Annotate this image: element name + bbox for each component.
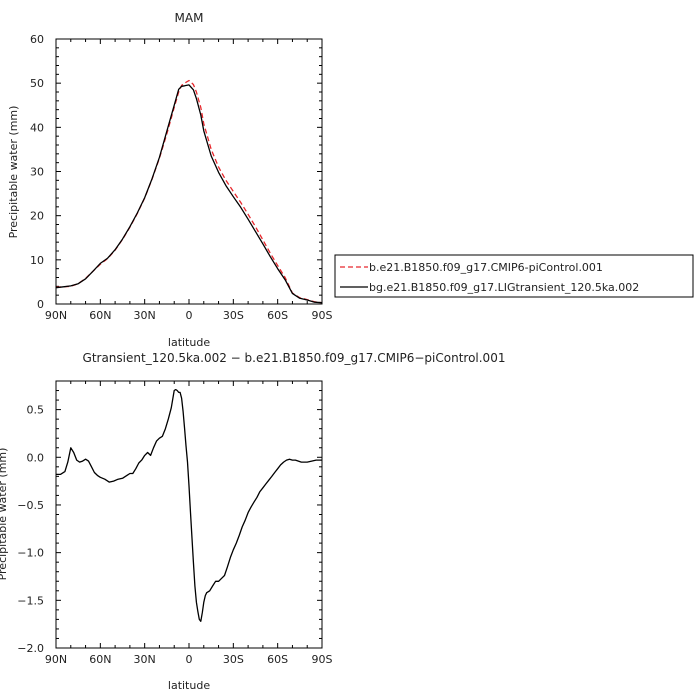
bottom-chart: Gtransient_120.5ka.002 − b.e21.B1850.f09… bbox=[0, 351, 505, 692]
bottom-y-tick-label: 0.0 bbox=[27, 451, 45, 464]
top-x-tick-label: 90N bbox=[45, 309, 67, 322]
bottom-x-tick-label: 30N bbox=[134, 653, 156, 666]
bottom-y-tick-label: −1.0 bbox=[17, 547, 44, 560]
top-x-tick-label: 30N bbox=[134, 309, 156, 322]
bottom-y-tick-label: −0.5 bbox=[17, 499, 44, 512]
bottom-x-tick-label: 30S bbox=[223, 653, 244, 666]
bottom-chart-frame bbox=[55, 380, 323, 649]
bottom-x-tick-label: 60N bbox=[89, 653, 111, 666]
bottom-y-tick-label: 0.5 bbox=[27, 404, 45, 417]
top-y-tick-label: 30 bbox=[30, 166, 44, 179]
top-x-tick-label: 90S bbox=[312, 309, 333, 322]
bottom-chart-ylabel: Precipitable water (mm) bbox=[0, 448, 9, 581]
top-y-tick-label: 40 bbox=[30, 121, 44, 134]
top-y-tick-label: 10 bbox=[30, 254, 44, 267]
top-y-tick-label: 60 bbox=[30, 33, 44, 46]
bottom-x-tick-label: 0 bbox=[186, 653, 193, 666]
top-chart: MAM Precipitable water (mm) latitude 90N… bbox=[7, 11, 333, 349]
top-x-tick-label: 0 bbox=[186, 309, 193, 322]
top-y-tick-label: 20 bbox=[30, 210, 44, 223]
top-chart-xlabel: latitude bbox=[168, 336, 210, 349]
bottom-series-line-0 bbox=[56, 388, 322, 622]
top-series-line-1 bbox=[55, 84, 323, 304]
bottom-y-tick-label: −2.0 bbox=[17, 642, 44, 655]
bottom-x-tick-label: 90N bbox=[45, 653, 67, 666]
legend-label-control: b.e21.B1850.f09_g17.CMIP6-piControl.001 bbox=[369, 261, 603, 274]
top-x-tick-label: 30S bbox=[223, 309, 244, 322]
top-y-tick-label: 0 bbox=[37, 298, 44, 311]
top-chart-title: MAM bbox=[175, 11, 204, 25]
top-chart-ylabel: Precipitable water (mm) bbox=[7, 106, 20, 239]
top-chart-frame bbox=[55, 38, 323, 305]
bottom-chart-xlabel: latitude bbox=[168, 679, 210, 692]
top-x-tick-label: 60N bbox=[89, 309, 111, 322]
bottom-x-tick-label: 90S bbox=[312, 653, 333, 666]
bottom-y-tick-label: −1.5 bbox=[17, 594, 44, 607]
legend: b.e21.B1850.f09_g17.CMIP6-piControl.001 … bbox=[334, 254, 694, 298]
legend-box bbox=[334, 254, 694, 298]
legend-label-lig: bg.e21.B1850.f09_g17.LIGtransient_120.5k… bbox=[369, 281, 639, 294]
top-y-tick-label: 50 bbox=[30, 77, 44, 90]
bottom-x-tick-label: 60S bbox=[267, 653, 288, 666]
bottom-chart-title: Gtransient_120.5ka.002 − b.e21.B1850.f09… bbox=[83, 351, 506, 365]
top-x-tick-label: 60S bbox=[267, 309, 288, 322]
top-series-line-0 bbox=[55, 79, 323, 304]
